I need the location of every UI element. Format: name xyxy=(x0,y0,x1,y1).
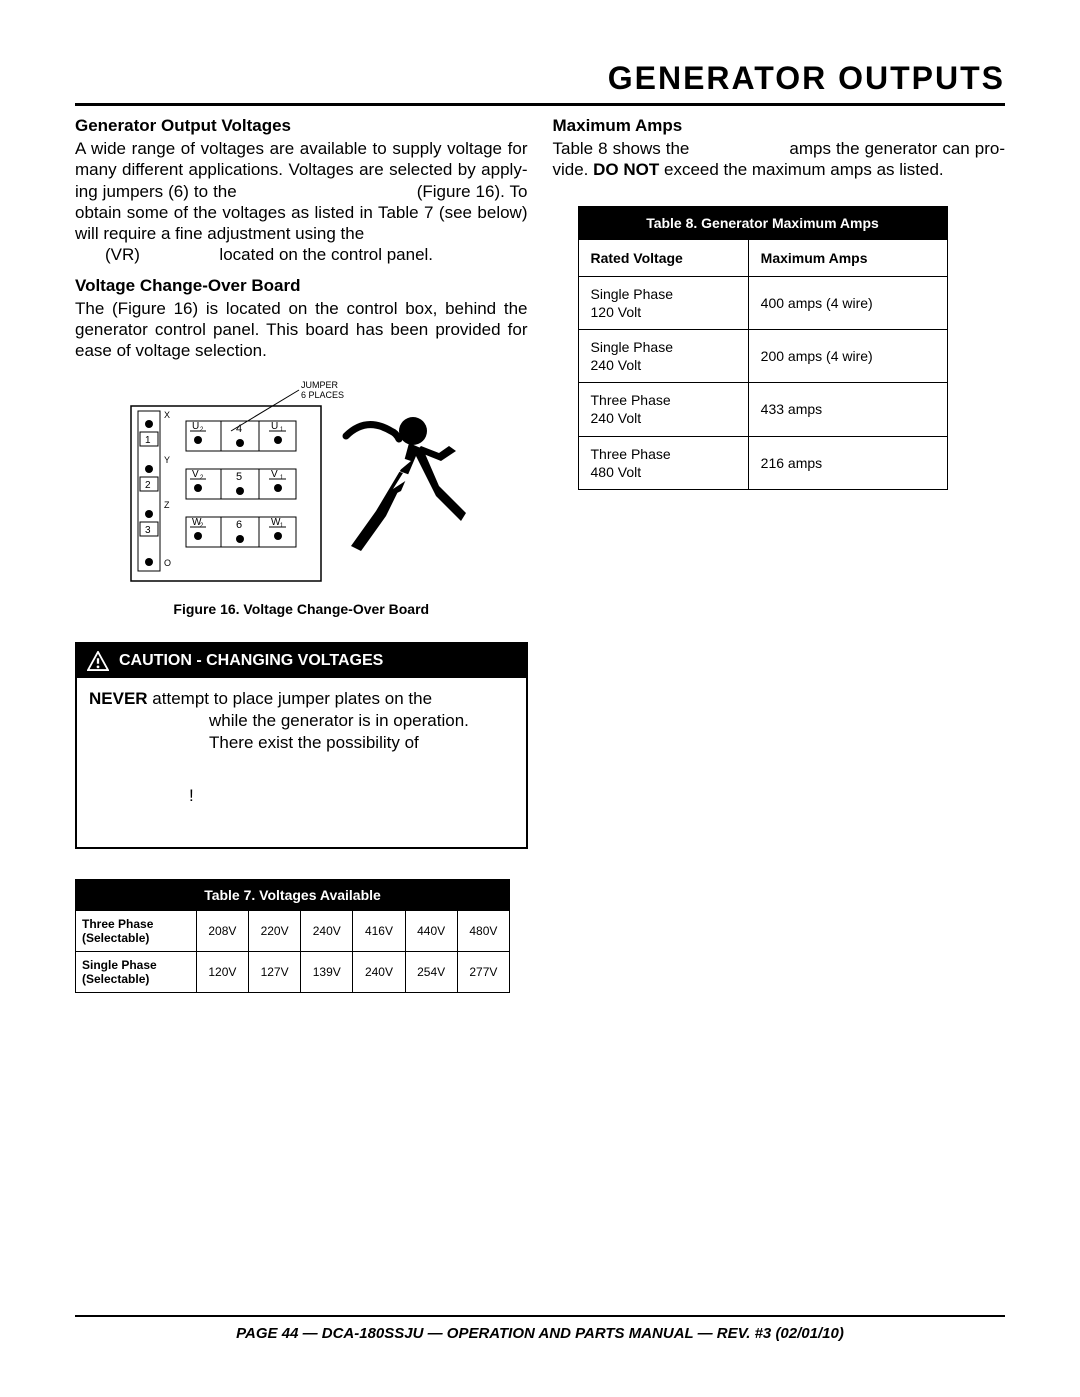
table7-rowlabel: Single Phase(Selectable) xyxy=(76,951,197,992)
table8-voltage: Three Phase240 Volt xyxy=(578,383,748,436)
svg-text:1: 1 xyxy=(280,427,284,433)
caution-never: NEVER xyxy=(89,689,148,708)
svg-text:1: 1 xyxy=(280,523,284,529)
caution-box: CAUTION - CHANGING VOLTAGES NEVER attemp… xyxy=(75,642,528,848)
figure-16-caption: Figure 16. Voltage Change-Over Board xyxy=(75,601,528,617)
right-column: Maximum Amps Table 8 shows the amps the … xyxy=(553,116,1006,993)
two-column-layout: Generator Output Voltages A wide range o… xyxy=(75,116,1005,993)
caution-header: CAUTION - CHANGING VOLTAGES xyxy=(77,644,526,678)
text: exceed the maximum amps as listed. xyxy=(659,160,943,179)
svg-text:2: 2 xyxy=(200,523,204,529)
svg-text:4: 4 xyxy=(236,423,242,435)
table7-cell: 220V xyxy=(248,910,300,951)
table7-cell: 277V xyxy=(457,951,509,992)
table8-amps: 216 amps xyxy=(748,436,947,489)
caution-t2: while the generator is in operation. The… xyxy=(209,711,469,752)
table7-rowlabel: Three Phase(Selectable) xyxy=(76,910,197,951)
table-7-voltages: Table 7. Voltages Available Three Phase(… xyxy=(75,879,510,993)
svg-text:Z: Z xyxy=(164,500,170,510)
para-vr-line: (VR) located on the control panel. xyxy=(75,244,528,265)
table7-cell: 254V xyxy=(405,951,457,992)
heading-changeover-board: Voltage Change-Over Board xyxy=(75,276,528,296)
table-8-max-amps: Table 8. Generator Maximum Amps Rated Vo… xyxy=(578,206,948,491)
svg-text:U: U xyxy=(271,421,278,432)
voltage-board-diagram: JUMPER 6 PLACES X1Y2Z3O U24U1V25V1W26W1 xyxy=(126,376,476,586)
table8-col2: Maximum Amps xyxy=(748,239,947,276)
heading-max-amps: Maximum Amps xyxy=(553,116,1006,136)
svg-text:Y: Y xyxy=(164,455,170,465)
table8-voltage: Three Phase480 Volt xyxy=(578,436,748,489)
caution-t1: attempt to place jumper plates on the xyxy=(148,689,432,708)
table7-cell: 416V xyxy=(353,910,405,951)
table7-cell: 480V xyxy=(457,910,509,951)
caution-bang: ! xyxy=(89,785,514,807)
text: Table 8 shows the xyxy=(553,139,690,158)
svg-text:X: X xyxy=(164,410,170,420)
table7-cell: 208V xyxy=(196,910,248,951)
svg-text:V: V xyxy=(192,469,199,480)
table8-voltage: Single Phase120 Volt xyxy=(578,276,748,329)
svg-text:2: 2 xyxy=(145,480,151,491)
table7-cell: 120V xyxy=(196,951,248,992)
table7-cell: 440V xyxy=(405,910,457,951)
jumper-label-2: 6 PLACES xyxy=(301,390,344,400)
footer-rule xyxy=(75,1315,1005,1317)
svg-text:O: O xyxy=(164,558,171,568)
table8-voltage: Single Phase240 Volt xyxy=(578,329,748,382)
table8-amps: 400 amps (4 wire) xyxy=(748,276,947,329)
svg-text:1: 1 xyxy=(280,475,284,481)
svg-text:2: 2 xyxy=(200,475,204,481)
svg-text:V: V xyxy=(271,469,278,480)
para-changeover-board: The (Figure 16) is located on the contro… xyxy=(75,298,528,362)
table7-title: Table 7. Voltages Available xyxy=(76,879,510,910)
table8-amps: 433 amps xyxy=(748,383,947,436)
table8-title: Table 8. Generator Maximum Amps xyxy=(578,206,947,239)
text: (VR) xyxy=(105,245,140,264)
title-rule xyxy=(75,103,1005,106)
text: located on the control panel. xyxy=(219,245,433,264)
heading-output-voltages: Generator Output Voltages xyxy=(75,116,528,136)
svg-text:2: 2 xyxy=(200,427,204,433)
caution-body: NEVER attempt to place jumper plates on … xyxy=(77,678,526,846)
page-footer: PAGE 44 — DCA-180SSJU — OPERATION AND PA… xyxy=(75,1315,1005,1342)
svg-text:6: 6 xyxy=(236,519,242,531)
figure-16: JUMPER 6 PLACES X1Y2Z3O U24U1V25V1W26W1 xyxy=(75,376,528,617)
para-output-voltages: A wide range of voltages are available t… xyxy=(75,138,528,244)
left-column: Generator Output Voltages A wide range o… xyxy=(75,116,528,993)
table8-col1: Rated Voltage xyxy=(578,239,748,276)
table7-cell: 240V xyxy=(353,951,405,992)
table7-cell: 127V xyxy=(248,951,300,992)
table7-cell: 139V xyxy=(301,951,353,992)
table8-amps: 200 amps (4 wire) xyxy=(748,329,947,382)
table7-cell: 240V xyxy=(301,910,353,951)
jumper-label-1: JUMPER xyxy=(301,380,339,390)
page-title: GENERATOR OUTPUTS xyxy=(75,60,1005,97)
footer-text: PAGE 44 — DCA-180SSJU — OPERATION AND PA… xyxy=(75,1325,1005,1342)
para-max-amps: Table 8 shows the amps the generator can… xyxy=(553,138,1006,181)
electrocution-icon xyxy=(346,417,466,551)
svg-text:1: 1 xyxy=(145,435,151,446)
donot: DO NOT xyxy=(593,160,659,179)
caution-title: CAUTION - CHANGING VOLTAGES xyxy=(119,652,383,670)
warning-icon xyxy=(87,651,109,671)
svg-text:5: 5 xyxy=(236,471,242,483)
svg-text:3: 3 xyxy=(145,525,151,536)
svg-text:U: U xyxy=(192,421,199,432)
